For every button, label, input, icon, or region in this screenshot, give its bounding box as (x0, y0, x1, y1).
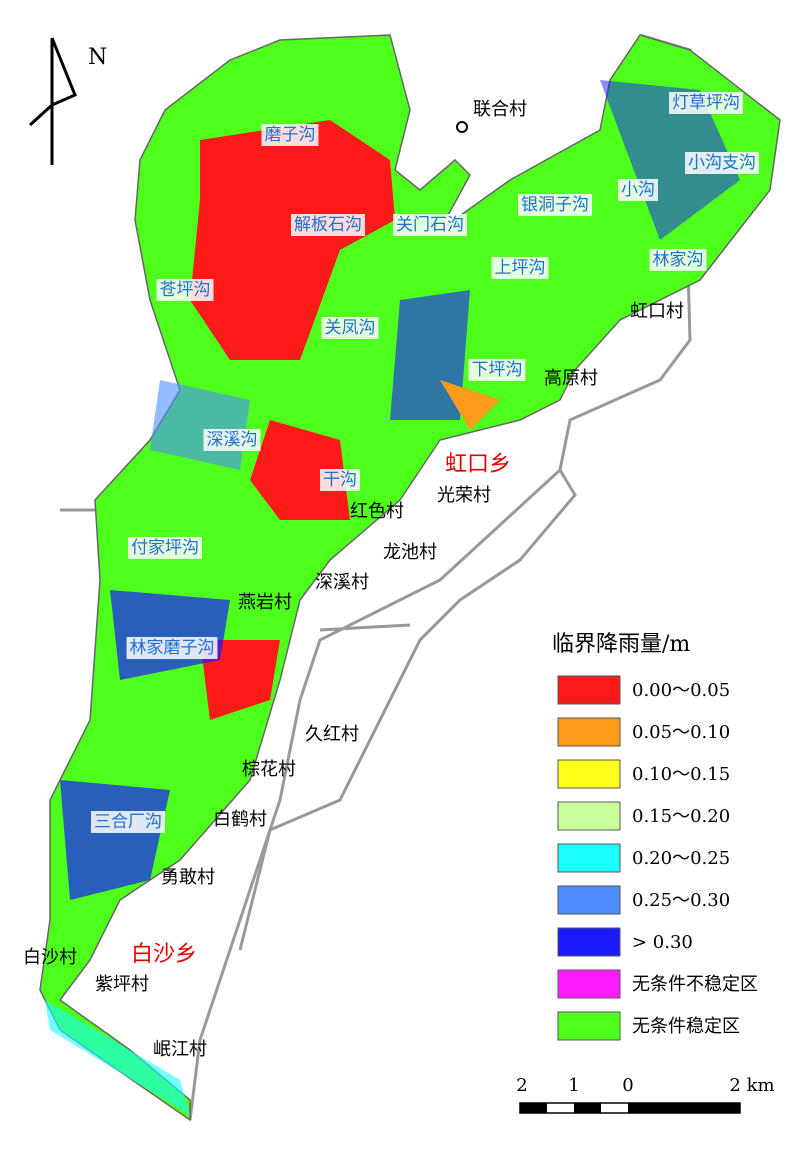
gully-label-bg (291, 214, 365, 236)
legend-label: 0.25～0.30 (632, 890, 730, 911)
legend-label: 0.00～0.05 (632, 680, 730, 701)
legend-title: 临界降雨量/m (552, 632, 690, 657)
gully-label: 干沟 (323, 470, 357, 490)
legend-swatch (557, 1011, 621, 1041)
legend-swatch (557, 717, 621, 747)
gully-label-bg (126, 637, 218, 659)
gully-label-bg (320, 469, 360, 491)
gully-label-bg (649, 249, 707, 271)
gully-label: 三合厂沟 (94, 812, 162, 832)
village-label: 深溪村 (315, 572, 369, 593)
north-arrow: N (28, 37, 107, 165)
gully-label-bg (156, 279, 214, 301)
legend-label: 无条件不稳定区 (632, 974, 758, 995)
gully-label-bg (203, 429, 261, 451)
gully-label: 灯草坪沟 (672, 93, 740, 113)
scale-label: 2 (516, 1075, 527, 1096)
legend-swatch (557, 801, 621, 831)
scale-label: 1 (568, 1075, 579, 1096)
gully-label-bg (128, 537, 202, 559)
scale-label: 0 (622, 1075, 633, 1096)
gully-label-bg (669, 92, 743, 114)
gully-label: 关门石沟 (396, 215, 464, 235)
gully-label: 小沟 (621, 180, 655, 200)
legend-swatch (557, 843, 621, 873)
legend-label: 无条件稳定区 (632, 1016, 740, 1037)
legend-label: 0.05～0.10 (632, 722, 730, 743)
village-label: 燕岩村 (238, 592, 292, 613)
legend-swatch (557, 759, 621, 789)
scale-label: 2 km (729, 1075, 774, 1096)
village-label: 龙池村 (383, 542, 437, 563)
scale-bar: 2 1 0 2 km (516, 1075, 775, 1114)
village-label: 紫坪村 (95, 974, 149, 995)
gully-label-bg (491, 257, 549, 279)
gully-label: 林家磨子沟 (130, 638, 215, 658)
village-marker (456, 121, 468, 133)
gully-label: 银洞子沟 (521, 195, 589, 215)
gully-label: 关凤沟 (325, 318, 376, 338)
village-label: 白沙村 (23, 947, 77, 968)
village-label: 岷江村 (153, 1039, 207, 1060)
north-label: N (88, 45, 107, 70)
gully-label-bg (321, 317, 379, 339)
gully-label-bg (468, 359, 526, 381)
village-label: 久红村 (305, 724, 359, 745)
gully-label: 小沟支沟 (688, 153, 756, 173)
legend-label: 0.10～0.15 (632, 764, 730, 785)
legend-label: > 0.30 (632, 932, 693, 953)
gully-label-bg (261, 124, 319, 146)
village-label: 光荣村 (437, 485, 491, 506)
village-label: 虹口村 (630, 301, 684, 322)
village-label: 白鹤村 (213, 809, 267, 830)
village-label: 棕花村 (242, 759, 296, 780)
study-area (39, 34, 781, 1122)
gully-label: 付家坪沟 (131, 538, 199, 558)
town-label: 虹口乡 (445, 452, 511, 477)
gully-label-bg (618, 179, 658, 201)
gully-label: 林家沟 (653, 250, 704, 270)
gully-label: 上坪沟 (495, 258, 546, 278)
legend-swatch (557, 885, 621, 915)
gully-label: 苍坪沟 (160, 280, 211, 300)
legend: 临界降雨量/m 0.00～0.05 0.05～0.10 0.10～0.15 0.15～… (552, 632, 758, 1041)
village-label: 联合村 (473, 99, 527, 120)
legend-swatch (557, 927, 621, 957)
legend-label: 0.15～0.20 (632, 806, 730, 827)
legend-swatch (557, 969, 621, 999)
gully-label-bg (91, 811, 165, 833)
legend-swatch (557, 675, 621, 705)
gully-label-bg (685, 152, 759, 174)
gully-label: 磨子沟 (265, 125, 316, 145)
gully-label-bg (518, 194, 592, 216)
legend-label: 0.20～0.25 (632, 848, 730, 869)
gully-label: 下坪沟 (472, 360, 523, 380)
village-label: 红色村 (350, 501, 404, 522)
village-label: 高原村 (544, 368, 598, 389)
town-label: 白沙乡 (131, 942, 197, 967)
village-label: 勇敢村 (161, 867, 215, 888)
gully-label: 解板石沟 (294, 215, 362, 235)
gully-label-bg (393, 214, 467, 236)
gully-label: 深溪沟 (207, 430, 258, 450)
